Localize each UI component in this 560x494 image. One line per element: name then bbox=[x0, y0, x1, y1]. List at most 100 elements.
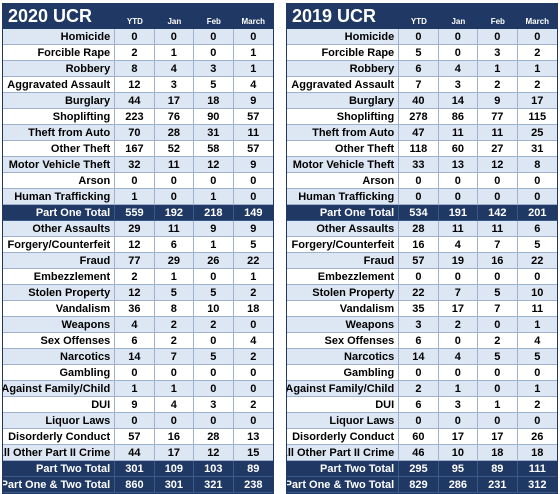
total-row: Part One & Two Total 829 286 231 312 bbox=[287, 477, 557, 493]
row-label: Vandalism bbox=[287, 301, 400, 317]
cell-ytd: 44 bbox=[115, 445, 155, 461]
cell-jan: 11 bbox=[438, 125, 479, 141]
cell-march: 2 bbox=[517, 397, 557, 413]
cell-feb: 1 bbox=[194, 189, 234, 205]
cell-feb: 0 bbox=[478, 317, 518, 333]
cell-march: 22 bbox=[233, 253, 273, 269]
table-row: Embezzlement 2 1 0 1 bbox=[3, 269, 273, 285]
cell-march: 5 bbox=[233, 237, 273, 253]
row-label: Motor Vehicle Theft bbox=[3, 157, 116, 173]
cell-jan: 7 bbox=[154, 349, 195, 365]
table-row: Other Theft 167 52 58 57 bbox=[3, 141, 273, 157]
cell-jan: 14 bbox=[438, 93, 479, 109]
cell-march: 2 bbox=[233, 397, 273, 413]
cell-ytd: 167 bbox=[115, 141, 155, 157]
row-label: All Other Part II Crime bbox=[3, 445, 116, 461]
cell-march: 22 bbox=[517, 253, 557, 269]
cell-ytd: 1 bbox=[115, 189, 155, 205]
cell-ytd: 7 bbox=[399, 77, 439, 93]
table-row: Narcotics 14 4 5 5 bbox=[287, 349, 557, 365]
table-row: Theft from Auto 47 11 11 25 bbox=[287, 125, 557, 141]
cell-march: 57 bbox=[233, 141, 273, 157]
cell-march: 0 bbox=[517, 189, 557, 205]
cell-jan: 8 bbox=[154, 301, 195, 317]
row-label: Arson bbox=[3, 173, 116, 189]
cell-ytd: 44 bbox=[115, 93, 155, 109]
row-label: Sex Offenses bbox=[3, 333, 116, 349]
table-row: Theft from Auto 70 28 31 11 bbox=[3, 125, 273, 141]
table-row: Robbery 6 4 1 1 bbox=[287, 61, 557, 77]
cell-ytd: 32 bbox=[115, 157, 155, 173]
table-row: Other Theft 118 60 27 31 bbox=[287, 141, 557, 157]
cell-feb: 0 bbox=[478, 189, 518, 205]
row-label: Gambling bbox=[3, 365, 116, 381]
row-label: Gambling bbox=[287, 365, 400, 381]
row-label: Aggravated Assault bbox=[3, 77, 116, 93]
cell-ytd: 22 bbox=[399, 285, 439, 301]
table-row: Homicide 0 0 0 0 bbox=[287, 29, 557, 45]
cell-jan: 301 bbox=[154, 477, 195, 493]
cell-ytd: 29 bbox=[115, 221, 155, 237]
row-label: Robbery bbox=[287, 61, 400, 77]
row-label: Weapons bbox=[3, 317, 116, 333]
cell-jan: 2 bbox=[438, 317, 479, 333]
cell-ytd: 6 bbox=[399, 333, 439, 349]
cell-march: 115 bbox=[517, 109, 557, 125]
table-header: 2020 UCR YTD Jan Feb March bbox=[3, 3, 273, 29]
cell-march: 0 bbox=[233, 365, 273, 381]
cell-jan: 0 bbox=[438, 365, 479, 381]
cell-feb: 1 bbox=[194, 237, 234, 253]
row-label: Other Theft bbox=[287, 141, 400, 157]
cell-ytd: 860 bbox=[115, 477, 155, 493]
cell-jan: 0 bbox=[154, 413, 195, 429]
table-row: Gambling 0 0 0 0 bbox=[3, 365, 273, 381]
cell-jan: 10 bbox=[438, 445, 479, 461]
cell-feb: 3 bbox=[194, 397, 234, 413]
table-row: Embezzlement 0 0 0 0 bbox=[287, 269, 557, 285]
column-header-march: March bbox=[525, 17, 550, 26]
table-row: Motor Vehicle Theft 33 13 12 8 bbox=[287, 157, 557, 173]
row-label: Part One & Two Total bbox=[287, 477, 400, 493]
cell-feb: 5 bbox=[194, 77, 234, 93]
cell-feb: 11 bbox=[478, 221, 518, 237]
cell-jan: 3 bbox=[438, 397, 479, 413]
row-label: DUI bbox=[3, 397, 116, 413]
cell-jan: 0 bbox=[438, 413, 479, 429]
cell-feb: 0 bbox=[194, 269, 234, 285]
cell-ytd: 829 bbox=[399, 477, 439, 493]
table-row: Human Trafficking 0 0 0 0 bbox=[287, 189, 557, 205]
cell-jan: 192 bbox=[154, 205, 195, 221]
cell-jan: 4 bbox=[438, 61, 479, 77]
table-row: Forcible Rape 2 1 0 1 bbox=[3, 45, 273, 61]
column-header-ytd: YTD bbox=[126, 17, 143, 26]
table-row: Homicide 0 0 0 0 bbox=[3, 29, 273, 45]
cell-feb: 0 bbox=[478, 381, 518, 397]
cell-feb: 0 bbox=[478, 413, 518, 429]
cell-march: 2 bbox=[233, 349, 273, 365]
cell-march: 1 bbox=[233, 45, 273, 61]
row-label: Stolen Property bbox=[3, 285, 116, 301]
cell-feb: 27 bbox=[478, 141, 518, 157]
column-header-jan: Jan bbox=[451, 17, 466, 26]
cell-ytd: 33 bbox=[399, 157, 439, 173]
cell-march: 0 bbox=[517, 365, 557, 381]
cell-march: 6 bbox=[517, 221, 557, 237]
cell-feb: 231 bbox=[478, 477, 518, 493]
row-label: Shoplifting bbox=[287, 109, 400, 125]
cell-ytd: 40 bbox=[399, 93, 439, 109]
cell-ytd: 0 bbox=[115, 173, 155, 189]
total-row: Part Two Total 295 95 89 111 bbox=[287, 461, 557, 477]
cell-feb: 142 bbox=[478, 205, 518, 221]
cell-jan: 0 bbox=[438, 29, 479, 45]
cell-ytd: 2 bbox=[399, 381, 439, 397]
cell-ytd: 0 bbox=[115, 413, 155, 429]
row-label: Arson bbox=[287, 173, 400, 189]
cell-jan: 28 bbox=[154, 125, 195, 141]
row-label: DUI bbox=[287, 397, 400, 413]
cell-march: 0 bbox=[233, 173, 273, 189]
cell-march: 31 bbox=[517, 141, 557, 157]
cell-jan: 4 bbox=[154, 61, 195, 77]
table-row: Aggravated Assault 12 3 5 4 bbox=[3, 77, 273, 93]
cell-march: 201 bbox=[517, 205, 557, 221]
cell-ytd: 14 bbox=[115, 349, 155, 365]
